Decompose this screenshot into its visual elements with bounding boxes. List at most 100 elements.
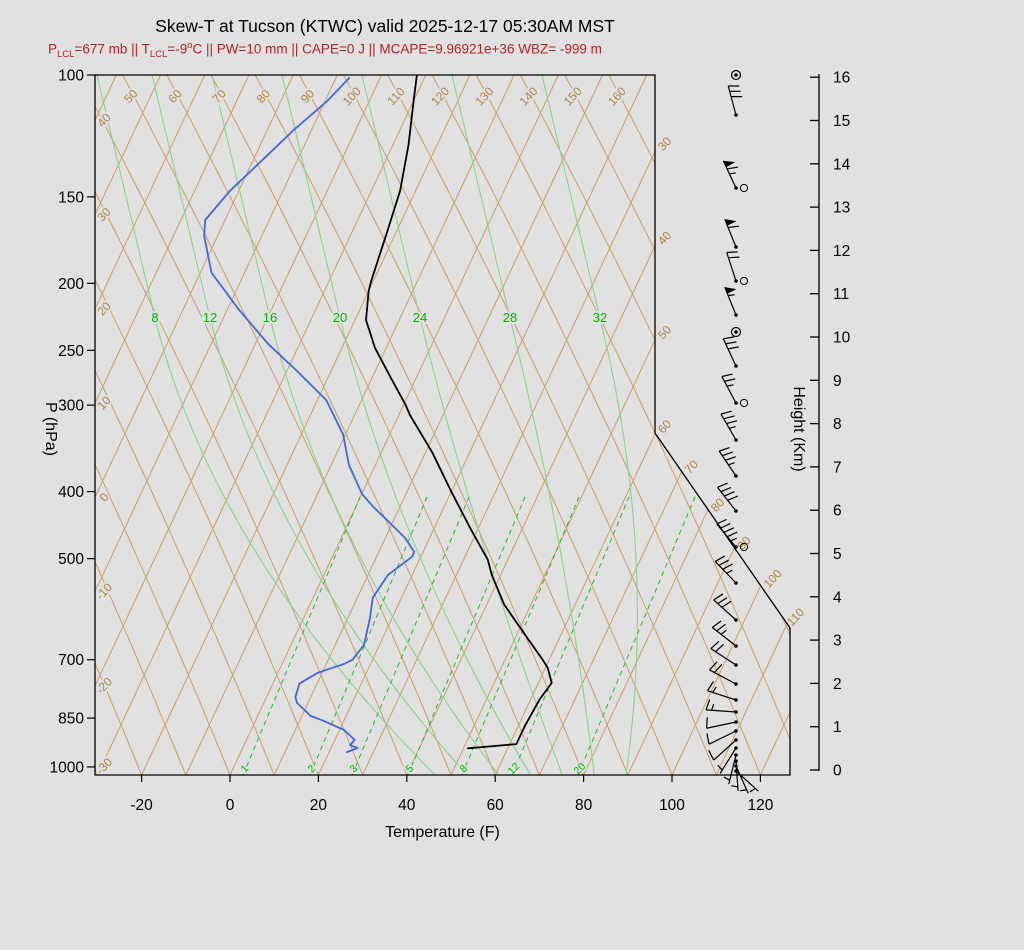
temp-tick-label: -20	[130, 797, 153, 814]
pressure-tick-label: 250	[58, 343, 84, 360]
barb-full-tick	[717, 482, 728, 488]
dry-adiabat-line	[95, 75, 231, 775]
barb-full-tick	[709, 661, 718, 671]
barb-staff	[711, 627, 737, 647]
height-axis-title: Height (Km)	[790, 386, 807, 472]
dry-adiabat-line	[299, 75, 629, 775]
isotherm-line	[95, 75, 294, 775]
barb-full-tick	[713, 664, 723, 673]
moist-adiabat-line	[281, 75, 532, 775]
pressure-tick-label: 850	[58, 711, 84, 728]
barb-staff	[710, 648, 737, 666]
barb-half-tick	[728, 294, 735, 297]
level-circle	[739, 542, 749, 552]
temp-tick-label: 40	[398, 797, 416, 814]
level-circle	[739, 398, 749, 408]
height-tick-label: 7	[833, 459, 842, 476]
barb-full-tick	[727, 166, 739, 170]
height-tick-label: 3	[833, 633, 842, 650]
barb-full-tick	[718, 559, 729, 566]
wind-barbs	[705, 69, 759, 794]
barb-flag	[724, 219, 737, 226]
barb-full-tick	[713, 593, 724, 601]
height-tick-label: 14	[833, 156, 851, 173]
barb-full-tick	[727, 346, 739, 350]
grid-label: 8	[151, 310, 158, 325]
chart-title: Skew-T at Tucson (KTWC) valid 2025-12-17…	[155, 16, 615, 36]
barb-half-tick	[712, 686, 717, 693]
subtitle-segment: o	[187, 40, 193, 51]
barb-staff	[719, 747, 737, 774]
grid-label: 12	[203, 310, 217, 325]
barb-half-tick	[728, 462, 735, 466]
barb-staff	[706, 709, 737, 713]
chart-subtitle: PLCL=677 mb || TLCL=-9oC || PW=10 mm || …	[48, 40, 602, 60]
dry-adiabat-line	[122, 75, 452, 775]
calm-circle	[730, 69, 742, 81]
subtitle-segment: =-9	[167, 41, 188, 57]
isotherm-line	[273, 75, 603, 775]
barb-staff	[726, 252, 737, 282]
barb-full-tick	[714, 555, 726, 562]
barb-half-tick	[726, 569, 733, 574]
barb-full-tick	[723, 336, 735, 340]
barb-half-tick	[740, 789, 747, 792]
barb-full-tick	[728, 225, 740, 229]
dry-adiabat-line	[475, 75, 790, 775]
dry-adiabat-line	[431, 75, 761, 775]
temp-tick-label: 80	[575, 797, 593, 814]
barb-half-tick	[730, 537, 738, 542]
barb-staff	[716, 523, 737, 548]
barb-full-tick	[723, 527, 735, 533]
barb-half-tick	[731, 785, 738, 788]
barb-full-tick	[724, 491, 735, 497]
barb-flag	[724, 287, 737, 294]
pressure-tick-label: 1000	[50, 759, 85, 776]
height-tick-label: 8	[833, 416, 842, 433]
moist-adiabat-line	[211, 75, 500, 775]
station-dot	[734, 73, 738, 77]
temp-tick-label: 20	[310, 797, 328, 814]
traces	[203, 75, 553, 753]
pressure-tick-label: 700	[58, 652, 84, 669]
height-tick-label: 4	[833, 589, 842, 606]
barb-full-tick	[726, 251, 738, 254]
dry-adiabat-line	[343, 75, 673, 775]
barb-full-tick	[726, 420, 738, 425]
isotherm-line	[95, 75, 382, 775]
dry-adiabat-line	[210, 75, 540, 775]
moist-adiabat-line	[151, 75, 468, 775]
height-tick-label: 1	[833, 719, 842, 736]
barb-half-tick	[717, 764, 723, 771]
barb-full-tick	[725, 341, 737, 345]
barb-staff	[720, 413, 737, 441]
height-tick-label: 11	[833, 286, 849, 303]
dry-adiabat-line	[95, 75, 187, 775]
barb-staff	[727, 85, 737, 116]
barb-full-tick	[706, 717, 708, 729]
subtitle-segment: LCL	[149, 49, 168, 61]
barb-full-tick	[725, 456, 736, 461]
isotherm-line	[95, 75, 250, 775]
moist-adiabat-line	[451, 75, 595, 775]
barb-staff	[714, 561, 737, 584]
barb-full-tick	[716, 518, 727, 525]
height-tick-label: 0	[833, 763, 842, 780]
barb-full-tick	[711, 620, 722, 629]
height-tick-label: 5	[833, 546, 842, 563]
dry-adiabat-line	[387, 75, 717, 775]
subtitle-segment: =677 mb || T	[74, 41, 150, 57]
barb-full-tick	[721, 600, 732, 608]
temp-tick-label: 100	[659, 797, 685, 814]
barb-full-tick	[708, 750, 715, 761]
height-tick-label: 6	[833, 503, 842, 520]
barb-half-tick	[710, 703, 715, 711]
pressure-tick-label: 100	[58, 68, 84, 85]
barb-full-tick	[724, 378, 736, 382]
barb-full-tick	[720, 410, 732, 415]
grid-label: 20	[333, 310, 347, 325]
barb-full-tick	[722, 563, 733, 570]
barb-full-tick	[727, 531, 738, 538]
